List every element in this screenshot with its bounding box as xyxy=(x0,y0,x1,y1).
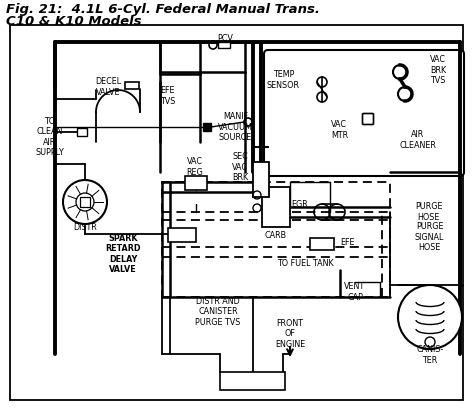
Text: PCV: PCV xyxy=(217,33,233,42)
Bar xyxy=(125,82,139,89)
Text: VENT
CAP: VENT CAP xyxy=(345,282,365,302)
Text: TO
CLEAN
AIR
SUPPLY: TO CLEAN AIR SUPPLY xyxy=(36,117,64,157)
Bar xyxy=(203,123,211,131)
Text: PURGE
HOSE: PURGE HOSE xyxy=(415,202,443,222)
Bar xyxy=(162,182,390,297)
Text: VAC
MTR: VAC MTR xyxy=(331,120,348,140)
Text: SEC
VAC
BRK: SEC VAC BRK xyxy=(232,152,248,182)
Text: C: C xyxy=(263,203,267,209)
Text: FRONT
OF
ENGINE: FRONT OF ENGINE xyxy=(275,319,305,349)
Text: VAC
REG
VLV: VAC REG VLV xyxy=(187,157,203,187)
Text: Fig. 21:  4.1L 6-Cyl. Federal Manual Trans.: Fig. 21: 4.1L 6-Cyl. Federal Manual Tran… xyxy=(6,3,320,16)
Text: EFE: EFE xyxy=(340,237,355,246)
Text: CANIS-
TER: CANIS- TER xyxy=(416,345,444,365)
Text: EFE
TVS: EFE TVS xyxy=(160,86,176,106)
Text: MANIF
VACUUM
SOURCE: MANIF VACUUM SOURCE xyxy=(218,112,253,142)
Text: EGR-TVS: EGR-TVS xyxy=(236,372,270,382)
Text: DISTR: DISTR xyxy=(73,222,97,232)
Bar xyxy=(262,187,290,227)
Circle shape xyxy=(63,180,107,224)
Text: C10 & K10 Models: C10 & K10 Models xyxy=(6,15,142,28)
Text: VAC
BRK
TVS: VAC BRK TVS xyxy=(430,55,446,85)
Text: AIR
CLEANER: AIR CLEANER xyxy=(400,130,437,150)
Text: SPARK
RETARD
DELAY
VALVE: SPARK RETARD DELAY VALVE xyxy=(105,234,141,274)
Text: TEMP
SENSOR: TEMP SENSOR xyxy=(267,70,300,90)
Bar xyxy=(77,128,87,136)
Bar xyxy=(80,197,90,207)
Text: DECEL
VALVE: DECEL VALVE xyxy=(95,77,121,97)
Bar xyxy=(220,372,285,390)
FancyBboxPatch shape xyxy=(264,50,464,176)
Text: TO FUEL TANK: TO FUEL TANK xyxy=(277,260,333,269)
Bar xyxy=(253,162,269,197)
Bar xyxy=(168,228,196,242)
Bar xyxy=(218,42,230,48)
Bar xyxy=(310,238,334,250)
Text: B: B xyxy=(263,215,267,221)
Bar xyxy=(185,176,207,190)
Text: EGR: EGR xyxy=(291,199,308,208)
Text: D: D xyxy=(263,191,267,197)
Text: PURGE
SIGNAL
HOSE: PURGE SIGNAL HOSE xyxy=(415,222,444,252)
Circle shape xyxy=(398,285,462,349)
Text: CARB: CARB xyxy=(265,230,287,239)
Text: DISTR AND
CANISTER
PURGE TVS: DISTR AND CANISTER PURGE TVS xyxy=(195,297,241,327)
